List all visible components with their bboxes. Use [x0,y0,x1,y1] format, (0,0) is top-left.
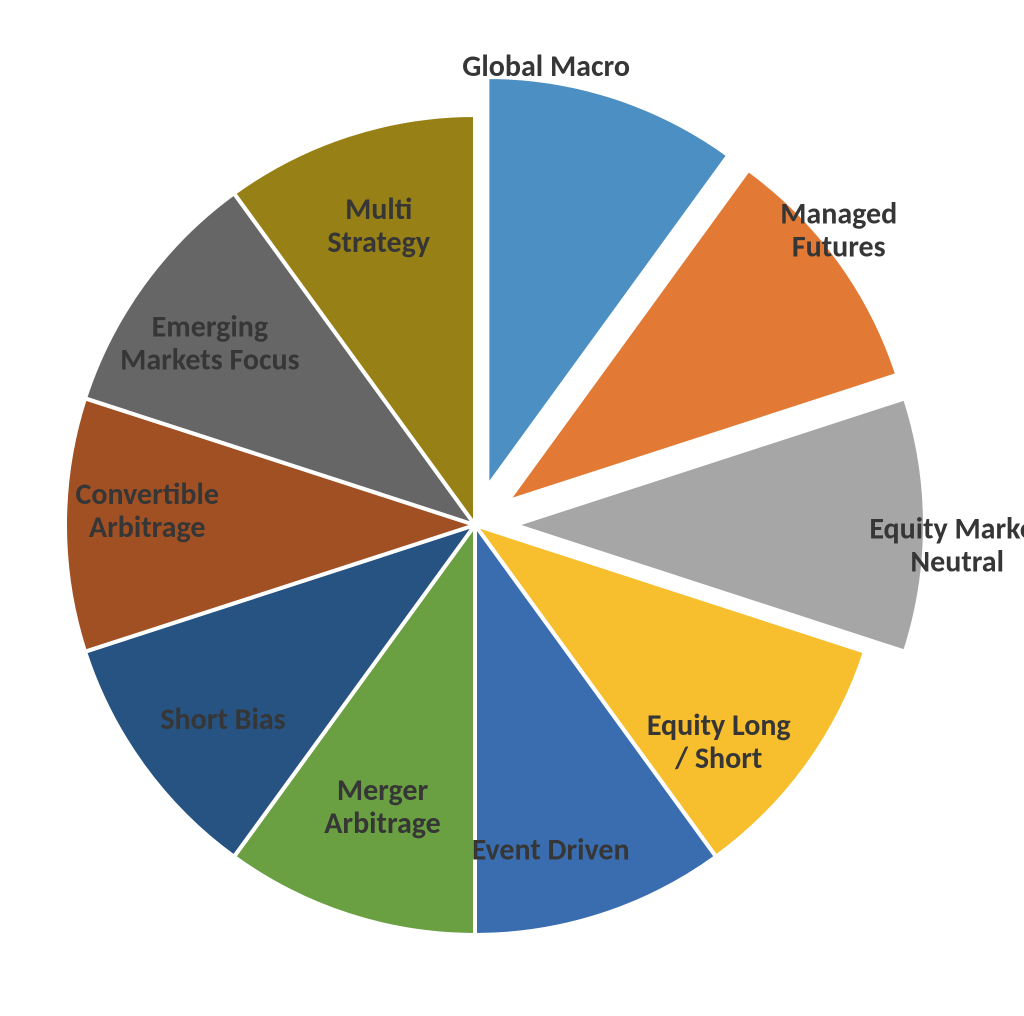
pie-chart: Global MacroManagedFuturesEquity MarketN… [0,0,1024,1016]
slice-label: ConvertibleArbitrage [75,476,219,546]
slice-label: Global Macro [462,48,630,85]
slice-label: Event Driven [472,832,630,869]
slice-label: ManagedFutures [780,196,897,266]
slice-label: MergerArbitrage [324,772,441,842]
slice-label: Short Bias [160,701,285,738]
